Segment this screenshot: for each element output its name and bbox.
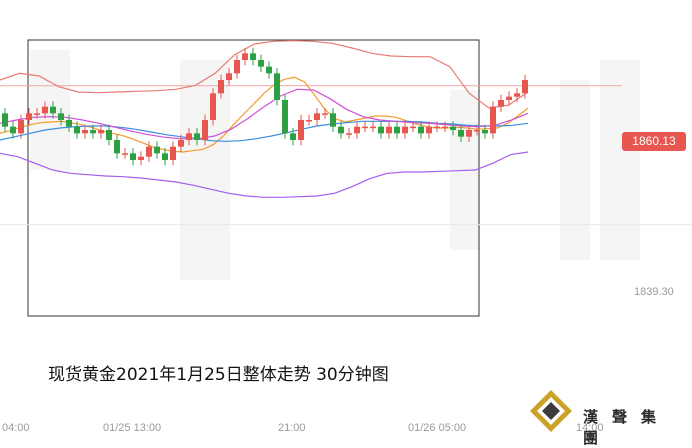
candle-body xyxy=(138,156,144,160)
candle-body xyxy=(266,66,272,74)
candle-body xyxy=(122,153,128,155)
candle-body xyxy=(186,133,192,140)
candle-body xyxy=(98,130,104,134)
candle-body xyxy=(242,53,248,60)
candle-body xyxy=(362,126,368,129)
chart-area: 1860.13 1839.30 现货黄金2021年1月25日整体走势 30分钟图… xyxy=(0,39,692,447)
background-watermark xyxy=(180,60,230,280)
candle-body xyxy=(194,133,200,140)
candle-body xyxy=(330,113,336,127)
time-axis-label: 14:00 xyxy=(576,422,604,434)
candle-body xyxy=(346,133,352,135)
candle-body xyxy=(274,73,280,100)
current-price-tag: 1860.13 xyxy=(622,132,686,151)
candlestick-chart xyxy=(0,39,692,317)
diamond-logo-icon xyxy=(530,390,572,432)
candle-body xyxy=(218,80,224,94)
candle-body xyxy=(490,106,496,134)
candle-body xyxy=(170,146,176,160)
candle-body xyxy=(162,153,168,160)
candle-body xyxy=(450,126,456,130)
candle-body xyxy=(466,130,472,137)
candle-body xyxy=(290,133,296,140)
time-axis-label: 21:00 xyxy=(278,422,306,434)
candle-body xyxy=(114,140,120,154)
chart-title: 现货黄金2021年1月25日整体走势 30分钟图 xyxy=(48,365,389,385)
candle-body xyxy=(482,130,488,134)
candle-body xyxy=(106,130,112,140)
candle-body xyxy=(498,100,504,107)
candle-body xyxy=(418,126,424,134)
boll-lower-line xyxy=(0,151,529,198)
company-logo-text: 漢聲集團 xyxy=(583,408,671,447)
time-axis-label: 01/26 05:00 xyxy=(408,422,467,434)
candle-body xyxy=(26,113,32,120)
candle-body xyxy=(178,140,184,147)
candle-body xyxy=(474,130,480,132)
ma-mid-line xyxy=(0,120,529,142)
candle-body xyxy=(370,126,376,129)
candle-body xyxy=(66,120,72,127)
boll-upper-line xyxy=(0,40,529,109)
candle-body xyxy=(90,130,96,134)
candle-body xyxy=(386,126,392,134)
candle-body xyxy=(410,126,416,129)
candle-body xyxy=(42,106,48,114)
candle-body xyxy=(306,120,312,122)
candle-body xyxy=(506,96,512,100)
candle-body xyxy=(34,113,40,115)
candle-body xyxy=(234,60,240,74)
candle-body xyxy=(322,113,328,115)
background-watermark xyxy=(600,60,640,260)
candle-body xyxy=(58,113,64,120)
candle-body xyxy=(282,100,288,134)
candle-body xyxy=(2,113,8,127)
candle-body xyxy=(402,126,408,134)
candle-body xyxy=(434,126,440,129)
candle-body xyxy=(146,146,152,157)
candle-body xyxy=(378,126,384,134)
candle-body xyxy=(458,130,464,137)
candle-body xyxy=(250,53,256,60)
candle-body xyxy=(130,153,136,160)
candle-body xyxy=(258,60,264,67)
candle-body xyxy=(298,120,304,140)
candle-body xyxy=(82,130,88,134)
ma-short-line xyxy=(0,76,529,153)
price-level-label: 1839.30 xyxy=(634,286,674,298)
candle-body xyxy=(338,126,344,134)
time-axis-label: 01/25 13:00 xyxy=(103,422,162,434)
candle-body xyxy=(394,126,400,134)
candle-body xyxy=(314,113,320,120)
candle-body xyxy=(202,120,208,140)
highlight-box xyxy=(27,39,480,317)
candle-body xyxy=(10,126,16,134)
candle-body xyxy=(354,126,360,134)
time-axis-label: 04:00 xyxy=(2,422,30,434)
background-watermark xyxy=(560,80,590,260)
boll-mid-line xyxy=(0,88,529,140)
candle-body xyxy=(210,93,216,120)
candle-body xyxy=(50,106,56,114)
candle-body xyxy=(154,146,160,154)
candle-body xyxy=(514,93,520,97)
candle-body xyxy=(74,126,80,134)
candle-body xyxy=(442,126,448,129)
candle-body xyxy=(18,120,24,134)
candle-body xyxy=(426,126,432,134)
candle-body xyxy=(226,73,232,80)
candle-body xyxy=(522,80,528,94)
